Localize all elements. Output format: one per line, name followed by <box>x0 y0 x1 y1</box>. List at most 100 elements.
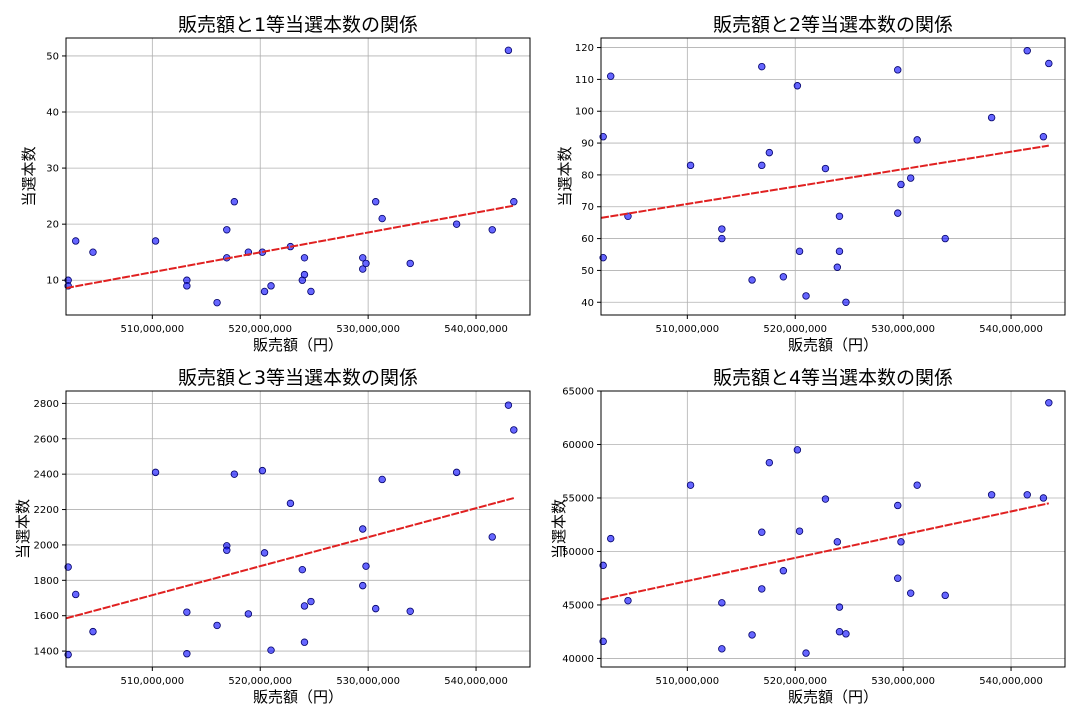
y-tick-label: 55000 <box>562 493 594 504</box>
x-tick-label: 540,000,000 <box>979 676 1043 687</box>
data-point <box>286 499 295 508</box>
y-tick-label: 45000 <box>562 600 594 611</box>
y-tick-label: 40 <box>46 108 59 119</box>
data-point <box>223 546 231 554</box>
y-tick-label: 60 <box>581 234 594 245</box>
x-tick-label: 520,000,000 <box>228 324 292 335</box>
x-axis-label: 販売額（円） <box>253 688 343 706</box>
data-point <box>987 113 996 122</box>
data-point <box>267 282 275 290</box>
data-point <box>913 481 921 489</box>
data-point <box>835 603 844 611</box>
data-point <box>223 226 231 234</box>
data-point <box>488 533 496 541</box>
y-tick-label: 1400 <box>34 647 59 658</box>
x-tick-label: 530,000,000 <box>336 324 400 335</box>
data-point <box>183 608 191 616</box>
subplot-4: 510,000,000 520,000,000 530,000,000 540,000… <box>550 367 1066 706</box>
data-point <box>1023 491 1031 499</box>
data-point <box>452 220 461 228</box>
data-point <box>941 591 949 600</box>
y-tick-label: 60000 <box>562 440 594 451</box>
data-point <box>260 549 269 557</box>
y-tick-label: 110 <box>575 75 594 86</box>
y-tick-label: 90 <box>581 139 594 150</box>
data-point <box>64 650 72 659</box>
plot-frame <box>600 390 1066 668</box>
x-tick-label: 520,000,000 <box>763 676 827 687</box>
data-point <box>795 247 804 256</box>
data-point <box>599 253 607 262</box>
data-point <box>894 574 902 582</box>
data-point <box>941 234 949 243</box>
x-tick-label: 510,000,000 <box>656 324 720 335</box>
data-point <box>359 581 367 590</box>
data-point <box>378 214 386 223</box>
data-point <box>835 247 844 256</box>
y-tick-label: 2000 <box>34 540 59 551</box>
data-point <box>307 287 315 296</box>
subplot-1: 510,000,000 520,000,000 530,000,000 540,000… <box>20 14 531 354</box>
y-tick-label: 30 <box>46 164 59 175</box>
chart-title: 販売額と1等当選本数の関係 <box>178 14 418 36</box>
data-point <box>510 426 518 434</box>
y-tick-label: 2200 <box>34 505 59 516</box>
data-point <box>504 401 513 409</box>
data-point <box>298 565 307 574</box>
trend-line <box>65 497 515 620</box>
data-point <box>821 495 830 503</box>
data-point <box>72 237 80 245</box>
data-point <box>72 590 80 599</box>
y-tick-label: 40 <box>581 298 594 309</box>
chart-title: 販売額と4等当選本数の関係 <box>713 367 953 389</box>
data-point <box>359 265 367 273</box>
y-tick-label: 50000 <box>562 547 594 558</box>
plot-frame <box>600 37 1066 316</box>
data-point <box>183 650 191 658</box>
data-point <box>779 567 788 575</box>
y-tick-label: 10 <box>46 276 59 287</box>
data-point <box>987 491 996 499</box>
data-point <box>748 631 756 639</box>
data-point <box>894 209 902 217</box>
data-point <box>758 62 766 71</box>
chart-title: 販売額と3等当選本数の関係 <box>178 367 418 389</box>
x-axis-label: 販売額（円） <box>788 688 878 706</box>
x-tick-label: 510,000,000 <box>121 676 185 687</box>
data-point <box>748 276 756 284</box>
subplot-2: 510,000,000 520,000,000 530,000,000 540,000… <box>556 14 1066 354</box>
data-point <box>718 599 726 607</box>
x-tick-label: 510,000,000 <box>121 324 185 335</box>
data-point <box>686 481 695 489</box>
data-point <box>267 646 275 654</box>
x-tick-label: 540,000,000 <box>444 676 508 687</box>
chart-title: 販売額と2等当選本数の関係 <box>713 14 953 36</box>
data-point <box>371 198 380 206</box>
y-tick-label: 1600 <box>34 611 59 622</box>
plot-frame <box>65 37 531 316</box>
y-tick-label: 70 <box>581 202 594 213</box>
x-tick-label: 520,000,000 <box>763 324 827 335</box>
data-point <box>793 82 802 90</box>
data-point <box>802 649 810 657</box>
data-point <box>510 198 518 206</box>
y-tick-label: 1800 <box>34 576 59 587</box>
data-point <box>371 604 380 613</box>
data-point <box>213 621 221 630</box>
data-point <box>1045 399 1053 407</box>
data-point <box>504 46 513 55</box>
data-point <box>1039 494 1048 502</box>
data-point <box>89 248 97 256</box>
data-point <box>835 212 844 220</box>
data-point <box>452 468 461 477</box>
data-point <box>64 563 72 571</box>
data-point <box>359 254 367 262</box>
plot-frame <box>65 390 531 668</box>
data-point <box>765 148 774 157</box>
data-point <box>151 237 160 245</box>
data-point <box>244 610 253 618</box>
y-tick-label: 65000 <box>562 387 594 398</box>
data-point <box>833 263 842 271</box>
data-point <box>897 538 905 546</box>
data-point <box>758 585 766 593</box>
